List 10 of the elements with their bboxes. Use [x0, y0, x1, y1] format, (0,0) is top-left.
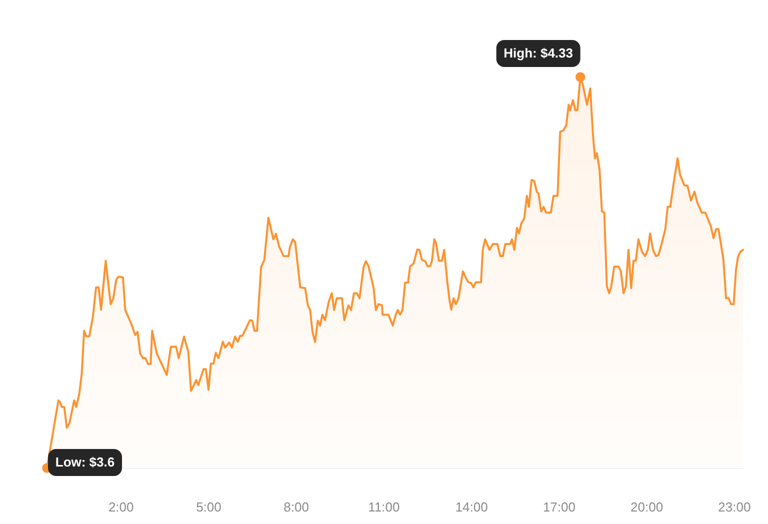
x-tick-label: 17:00	[542, 500, 576, 514]
x-tick-label: 23:00	[718, 500, 751, 514]
x-tick-label: 5:00	[196, 500, 222, 514]
annotation: Low: $3.6	[55, 454, 115, 470]
x-tick-label: 11:00	[368, 500, 400, 514]
x-tick-label: 14:00	[455, 500, 488, 514]
x-tick-label: 8:00	[284, 500, 309, 514]
x-tick-label: 20:00	[630, 500, 664, 514]
x-tick-label: 2:00	[108, 500, 134, 514]
annotation: High: $4.33	[504, 46, 573, 60]
